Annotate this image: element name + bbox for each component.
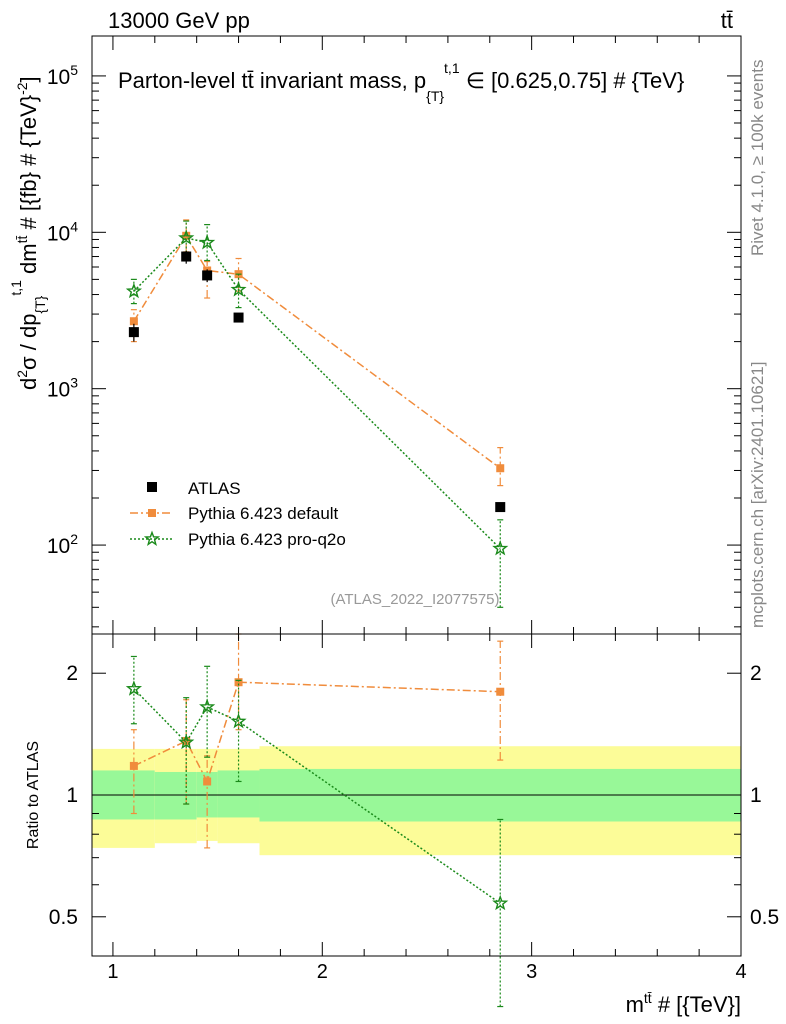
atlas-point <box>128 327 139 338</box>
ratio-panel: 1 2 3 4 0.5 0.5 1 1 2 2 Ratio to ATLAS mtt̄ # [{T… <box>25 633 779 1017</box>
pythia-default-point <box>129 317 138 326</box>
mcplots-reference-text: mcplots.cern.ch [arXiv:2401.10621] <box>748 362 767 628</box>
pythia-proq2o-point <box>492 540 509 556</box>
x-axis-label: mtt̄ # [{TeV}] <box>626 990 741 1017</box>
ratio-y-tick-label-right: 0.5 <box>750 906 779 929</box>
ratio-pythia-default-point <box>129 761 138 770</box>
analysis-watermark: (ATLAS_2022_I2077575) <box>330 591 499 608</box>
legend-marker-atlas <box>147 482 157 492</box>
pythia-proq2o-point <box>230 281 247 297</box>
x-tick-label: 1 <box>107 961 118 983</box>
x-tick-label: 3 <box>526 961 537 983</box>
atlas-point <box>202 270 213 281</box>
legend: ATLAS Pythia 6.423 default Pythia 6.423 … <box>130 479 346 549</box>
legend-label-atlas: ATLAS <box>188 479 241 498</box>
ratio-plot-frame <box>91 633 742 957</box>
main-y-tick-label: 105 <box>47 62 78 89</box>
ratio-pythia-default-point <box>203 777 212 786</box>
ratio-pythia-proq2o-point <box>230 712 247 729</box>
energy-label: 13000 GeV pp <box>108 8 250 33</box>
main-y-tick-label: 103 <box>47 375 78 402</box>
ratio-pythia-proq2o-line <box>133 688 501 904</box>
ratio-pythia-default-point <box>496 687 505 696</box>
legend-item-pythia-default: Pythia 6.423 default <box>130 504 339 523</box>
rivet-version-text: Rivet 4.1.0, ≥ 100k events <box>748 60 767 256</box>
ratio-band-inner-1 <box>154 771 197 820</box>
main-data-layer <box>125 219 509 608</box>
pythia-proq2o-point <box>125 282 143 299</box>
ratio-y-tick-label-right: 1 <box>750 784 762 807</box>
ratio-pythia-proq2o-point <box>492 894 509 911</box>
x-tick-label: 2 <box>317 961 328 983</box>
atlas-point <box>495 502 506 513</box>
main-panel: 102 103 104 105 Parton-level tt̄ invariant … <box>8 35 742 635</box>
main-y-axis-label: d2σ / dp{T}t,1 dmtt̄ # [{fb} # {TeV}-2] <box>8 76 48 390</box>
legend-marker-pythia-proq2o <box>143 530 161 546</box>
main-y-tick-label: 104 <box>47 218 78 245</box>
legend-item-atlas: ATLAS <box>147 479 241 498</box>
ratio-y-tick-label: 2 <box>66 662 78 685</box>
ratio-axis-ticks: 1 2 3 4 0.5 0.5 1 1 2 2 <box>49 634 779 983</box>
ratio-data-layer <box>92 633 741 1008</box>
atlas-point <box>233 312 244 323</box>
pythia-proq2o-point <box>199 233 216 250</box>
pythia-proq2o-line <box>133 237 501 550</box>
ratio-band-inner-3 <box>217 770 260 818</box>
pythia-default-point <box>496 464 505 473</box>
main-axis-ticks: 102 103 104 105 <box>47 36 742 634</box>
ratio-pythia-proq2o-point <box>178 733 195 750</box>
x-tick-label: 4 <box>735 961 746 983</box>
legend-item-pythia-proq2o: Pythia 6.423 pro-q2o <box>130 530 346 549</box>
ratio-y-tick-label: 1 <box>66 784 78 807</box>
ratio-y-tick-label: 0.5 <box>49 906 78 929</box>
process-label: tt̄ <box>721 8 733 33</box>
ratio-pythia-default-point <box>234 678 243 687</box>
legend-label-pythia-default: Pythia 6.423 default <box>188 504 339 523</box>
ratio-pythia-default-point <box>182 736 191 745</box>
ratio-pythia-proq2o-point <box>125 680 143 696</box>
legend-label-pythia-proq2o: Pythia 6.423 pro-q2o <box>188 530 346 549</box>
ratio-pythia-proq2o-point <box>199 698 216 714</box>
ratio-y-tick-label-right: 2 <box>750 662 762 685</box>
main-title: Parton-level tt̄ invariant mass, p{T}t,1… <box>118 60 684 104</box>
pythia-default-line <box>133 234 501 469</box>
legend-marker-pythia-default <box>148 509 156 517</box>
main-y-tick-label: 102 <box>47 531 78 558</box>
atlas-point <box>181 251 192 262</box>
pythia-proq2o-point <box>178 229 195 245</box>
ratio-y-axis-label: Ratio to ATLAS <box>25 741 42 849</box>
